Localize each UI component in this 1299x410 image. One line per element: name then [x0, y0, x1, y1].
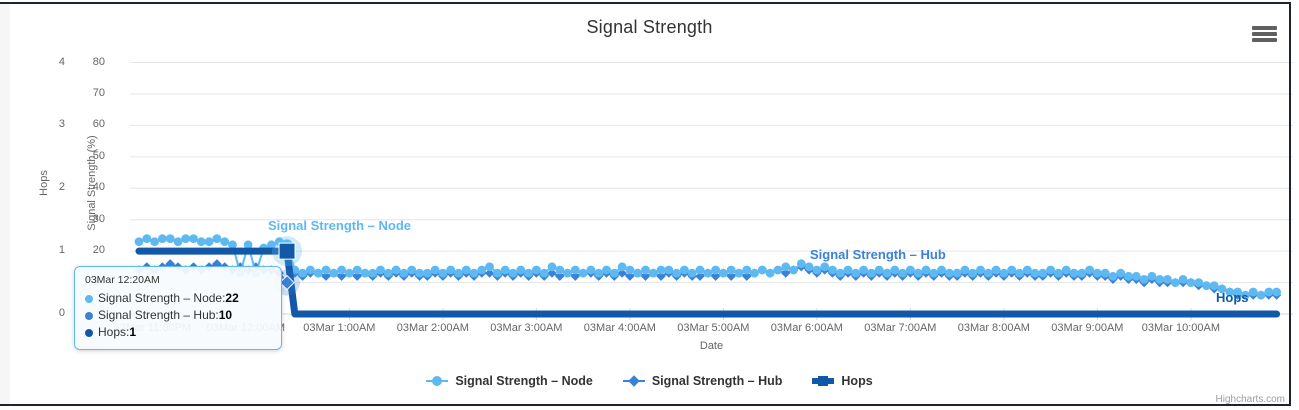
tooltip-header: 03Mar 12:20AM	[85, 274, 160, 286]
hops-legend-marker-icon	[812, 376, 835, 386]
series-label-hub: Signal Strength – Hub	[810, 247, 946, 262]
axis-tick-label: 03Mar 2:00AM	[396, 322, 469, 334]
series-hub[interactable]	[134, 259, 1282, 300]
axis-tick-label: 50	[92, 149, 105, 162]
highcharts-credit[interactable]: Highcharts.com	[1215, 394, 1285, 405]
series-node[interactable]	[134, 234, 1282, 300]
axis-tick-label: 40	[92, 181, 105, 194]
axis-tick-label: 03Mar 10:00AM	[1141, 322, 1221, 334]
panel-right-border	[1289, 2, 1291, 406]
axis-tick-label: 1	[58, 244, 65, 257]
legend-item-hops[interactable]: Hops	[812, 374, 873, 388]
series-label-hops: Hops	[1216, 290, 1249, 305]
context-menu-button[interactable]	[1250, 19, 1286, 49]
axis-tick-label: 03Mar 8:00AM	[957, 322, 1030, 334]
series-hops[interactable]	[135, 247, 1281, 318]
tooltip-value: 1	[129, 325, 137, 339]
hub-bullet-icon	[85, 311, 93, 320]
legend-item-node[interactable]: Signal Strength – Node	[426, 374, 593, 388]
chart-card: Signal Strength Hops Signal Strength (%)…	[10, 4, 1293, 405]
axis-tick-label: 03Mar 5:00AM	[677, 322, 750, 334]
tooltip-value: 22	[225, 291, 239, 305]
tooltip-row-node: Signal Strength – Node: 22	[85, 290, 271, 307]
legend-label: Signal Strength – Hub	[651, 374, 783, 388]
tooltip-row-hub: Signal Strength – Hub: 10	[85, 307, 271, 324]
panel-top-border	[0, 2, 1291, 4]
node-bullet-icon	[85, 294, 93, 303]
hamburger-icon	[1252, 38, 1277, 42]
axis-tick-label: 03Mar 3:00AM	[490, 322, 563, 334]
tooltip: 03Mar 12:20AM Signal Strength – Node: 22…	[74, 266, 282, 350]
panel-bottom-border	[0, 404, 1291, 406]
axis-tick-label: 80	[92, 55, 105, 68]
tooltip-row-hops: Hops: 1	[85, 324, 271, 341]
tooltip-value: 10	[218, 308, 233, 322]
axis-tick-label: 3	[58, 118, 65, 131]
x-axis-title: Date	[699, 340, 724, 352]
axis-tick-label: 70	[92, 86, 105, 99]
legend-label: Signal Strength – Node	[455, 374, 593, 388]
axis-tick-label: 4	[58, 55, 65, 68]
legend-label: Hops	[841, 374, 873, 388]
axis-tick-label: 03Mar 9:00AM	[1051, 322, 1124, 334]
axis-tick-label: 03Mar 6:00AM	[770, 322, 843, 334]
axis-tick-label: 03Mar 4:00AM	[583, 322, 656, 334]
axis-tick-label: 03Mar 1:00AM	[303, 322, 376, 334]
axis-tick-label: 30	[92, 212, 105, 225]
chart-canvas	[130, 62, 1293, 320]
node-legend-marker-icon	[426, 376, 449, 386]
legend: Signal Strength – Node Signal Strength –…	[10, 374, 1289, 388]
tooltip-label: Signal Strength – Node:	[98, 291, 226, 305]
hops-bullet-icon	[85, 328, 93, 337]
axis-tick-label: 2	[58, 181, 65, 194]
axis-tick-label: 03Mar 7:00AM	[864, 322, 937, 334]
hub-legend-marker-icon	[622, 375, 645, 387]
hamburger-icon	[1252, 26, 1277, 30]
series-label-node: Signal Strength – Node	[268, 218, 412, 233]
tooltip-label: Signal Strength – Hub:	[98, 308, 219, 322]
legend-item-hub[interactable]: Signal Strength – Hub	[622, 374, 783, 388]
tooltip-label: Hops:	[98, 325, 130, 339]
axis-tick-label: 60	[92, 118, 105, 131]
page-background-strip	[0, 4, 10, 404]
axis-tick-label: 20	[92, 244, 105, 257]
chart-title: Signal Strength	[586, 17, 713, 37]
hamburger-icon	[1252, 32, 1277, 36]
axis-tick-label: 0	[58, 307, 65, 319]
